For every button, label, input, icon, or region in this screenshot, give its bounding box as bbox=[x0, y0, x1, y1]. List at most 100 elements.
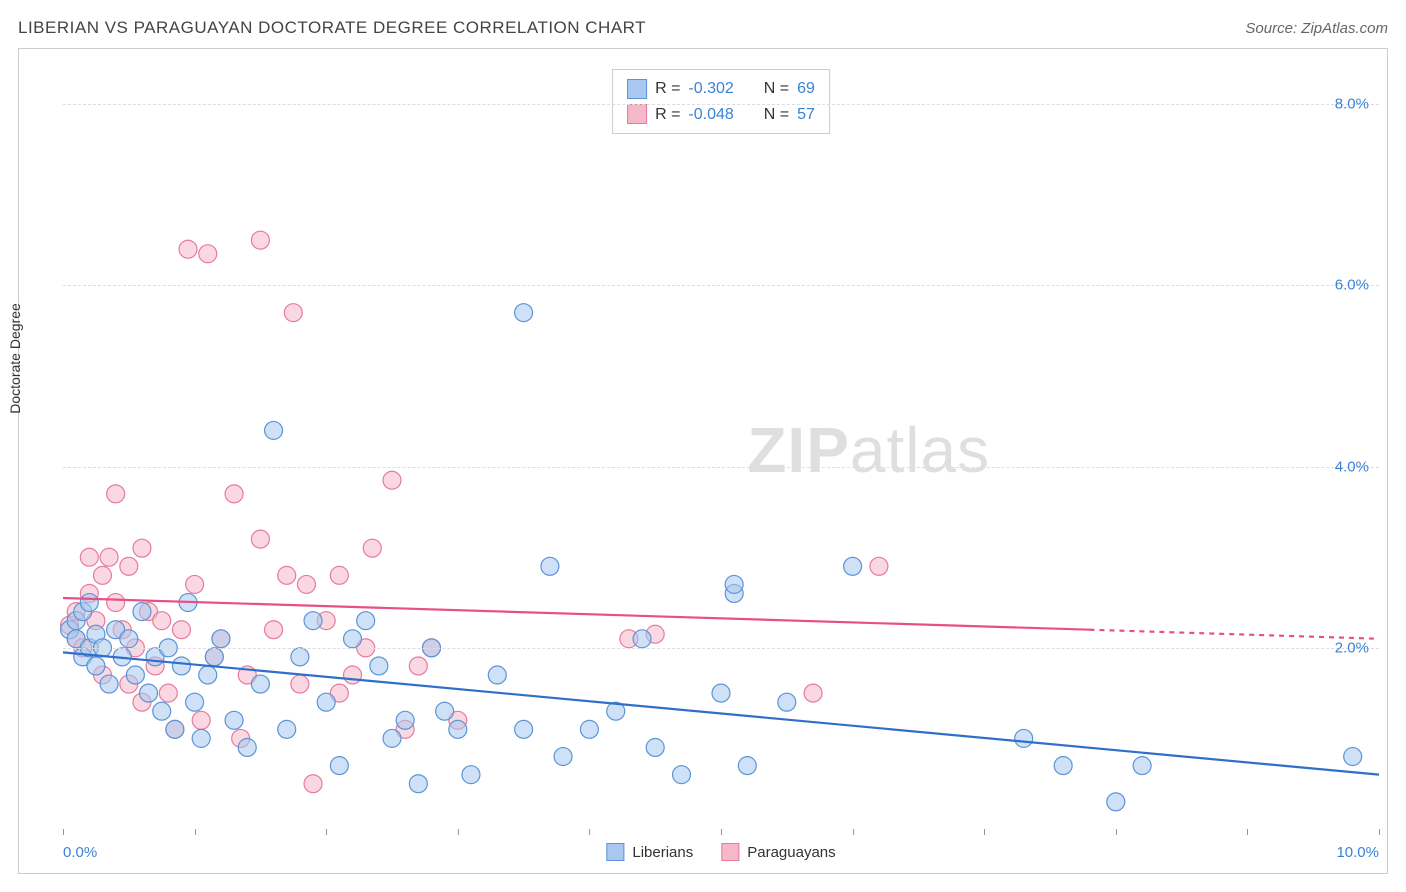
data-point bbox=[153, 612, 171, 630]
data-point bbox=[344, 666, 362, 684]
data-point bbox=[80, 548, 98, 566]
gridline bbox=[63, 648, 1379, 649]
data-point bbox=[100, 675, 118, 693]
data-point bbox=[673, 766, 691, 784]
data-point bbox=[159, 684, 177, 702]
y-axis-label: Doctorate Degree bbox=[7, 303, 23, 414]
stat-r-label: R = bbox=[655, 76, 680, 102]
data-point bbox=[330, 757, 348, 775]
stat-n-label: N = bbox=[764, 102, 789, 128]
data-point bbox=[462, 766, 480, 784]
source-name: ZipAtlas.com bbox=[1301, 20, 1388, 37]
y-tick-label: 4.0% bbox=[1335, 458, 1369, 475]
stats-row: R =-0.302N =69 bbox=[627, 76, 815, 102]
data-point bbox=[383, 729, 401, 747]
data-point bbox=[344, 630, 362, 648]
data-point bbox=[1344, 748, 1362, 766]
data-point bbox=[205, 648, 223, 666]
data-point bbox=[297, 575, 315, 593]
data-point bbox=[436, 702, 454, 720]
bottom-legend: Liberians Paraguayans bbox=[606, 843, 835, 861]
data-point bbox=[133, 603, 151, 621]
data-point bbox=[370, 657, 388, 675]
data-point bbox=[199, 245, 217, 263]
trend-line-dashed bbox=[1089, 630, 1379, 639]
data-point bbox=[488, 666, 506, 684]
data-point bbox=[265, 421, 283, 439]
data-point bbox=[192, 729, 210, 747]
data-point bbox=[265, 621, 283, 639]
data-point bbox=[251, 231, 269, 249]
y-tick-label: 8.0% bbox=[1335, 96, 1369, 113]
y-tick-label: 6.0% bbox=[1335, 277, 1369, 294]
x-tick bbox=[721, 829, 722, 835]
x-tick bbox=[63, 829, 64, 835]
legend-item: Paraguayans bbox=[721, 843, 835, 861]
x-tick bbox=[195, 829, 196, 835]
data-point bbox=[515, 720, 533, 738]
x-tick bbox=[1247, 829, 1248, 835]
x-tick bbox=[326, 829, 327, 835]
legend-label: Liberians bbox=[632, 844, 693, 861]
data-point bbox=[126, 666, 144, 684]
data-point bbox=[225, 711, 243, 729]
x-tick bbox=[589, 829, 590, 835]
data-point bbox=[93, 566, 111, 584]
data-point bbox=[140, 684, 158, 702]
legend-swatch bbox=[627, 79, 647, 99]
data-point bbox=[541, 557, 559, 575]
source-prefix: Source: bbox=[1245, 20, 1301, 37]
data-point bbox=[1054, 757, 1072, 775]
data-point bbox=[515, 304, 533, 322]
data-point bbox=[383, 471, 401, 489]
gridline bbox=[63, 467, 1379, 468]
data-point bbox=[725, 575, 743, 593]
x-axis-min-label: 0.0% bbox=[63, 844, 97, 861]
data-point bbox=[120, 557, 138, 575]
data-point bbox=[251, 675, 269, 693]
header: LIBERIAN VS PARAGUAYAN DOCTORATE DEGREE … bbox=[18, 18, 1388, 38]
data-point bbox=[172, 657, 190, 675]
data-point bbox=[225, 485, 243, 503]
data-point bbox=[363, 539, 381, 557]
x-tick bbox=[984, 829, 985, 835]
data-point bbox=[291, 648, 309, 666]
data-point bbox=[133, 539, 151, 557]
data-point bbox=[449, 720, 467, 738]
data-point bbox=[738, 757, 756, 775]
data-point bbox=[870, 557, 888, 575]
data-point bbox=[409, 657, 427, 675]
gridline bbox=[63, 104, 1379, 105]
data-point bbox=[278, 720, 296, 738]
stats-row: R =-0.048N =57 bbox=[627, 102, 815, 128]
data-point bbox=[212, 630, 230, 648]
data-point bbox=[186, 693, 204, 711]
data-point bbox=[778, 693, 796, 711]
x-tick bbox=[1116, 829, 1117, 835]
stat-n-label: N = bbox=[764, 76, 789, 102]
chart-title: LIBERIAN VS PARAGUAYAN DOCTORATE DEGREE … bbox=[18, 18, 646, 38]
gridline bbox=[63, 285, 1379, 286]
stats-legend-box: R =-0.302N =69R =-0.048N =57 bbox=[612, 69, 830, 134]
data-point bbox=[238, 738, 256, 756]
stat-n-value: 57 bbox=[797, 102, 815, 128]
y-tick-label: 2.0% bbox=[1335, 639, 1369, 656]
data-point bbox=[844, 557, 862, 575]
data-point bbox=[1015, 729, 1033, 747]
data-point bbox=[192, 711, 210, 729]
data-point bbox=[87, 657, 105, 675]
data-point bbox=[712, 684, 730, 702]
data-point bbox=[291, 675, 309, 693]
data-point bbox=[172, 621, 190, 639]
stat-r-label: R = bbox=[655, 102, 680, 128]
stat-n-value: 69 bbox=[797, 76, 815, 102]
data-point bbox=[199, 666, 217, 684]
data-point bbox=[166, 720, 184, 738]
legend-label: Paraguayans bbox=[747, 844, 835, 861]
data-point bbox=[804, 684, 822, 702]
legend-swatch bbox=[606, 843, 624, 861]
data-point bbox=[179, 240, 197, 258]
data-point bbox=[251, 530, 269, 548]
source-attribution: Source: ZipAtlas.com bbox=[1245, 20, 1388, 37]
data-point bbox=[153, 702, 171, 720]
